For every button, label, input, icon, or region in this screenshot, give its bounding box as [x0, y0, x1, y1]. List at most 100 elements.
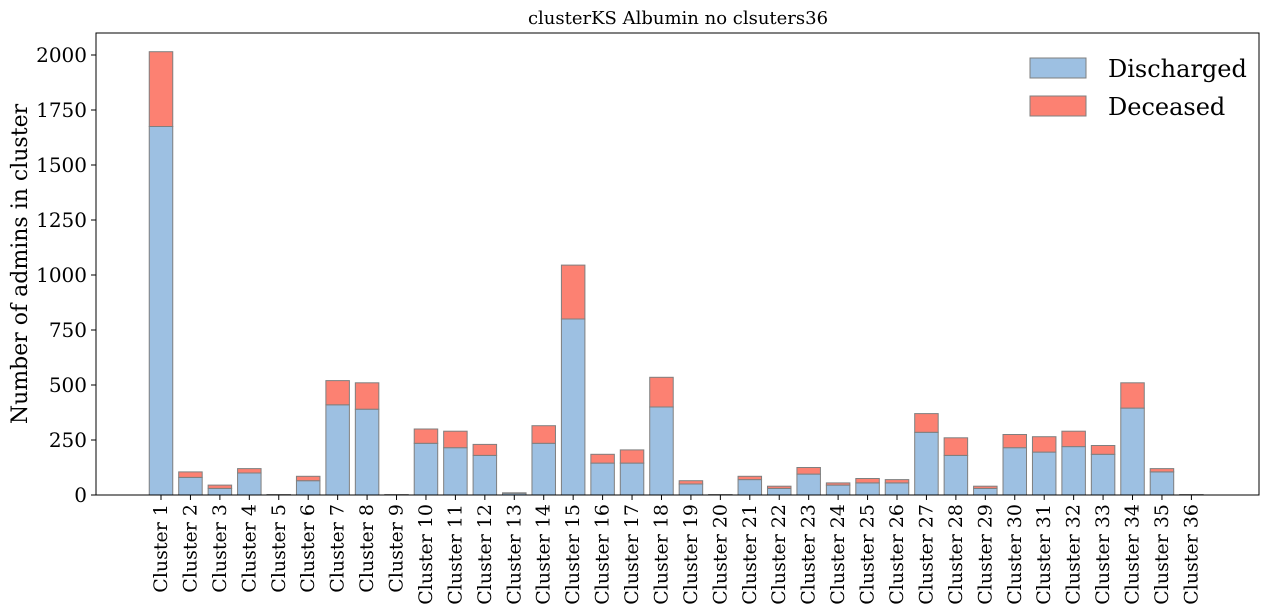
- bar-discharged-30: [1003, 448, 1027, 495]
- bar-discharged-33: [1091, 454, 1115, 495]
- x-tick-label: Cluster 12: [474, 504, 496, 605]
- x-tick-label: Cluster 29: [974, 504, 996, 605]
- x-axis: Cluster 1 Cluster 2 Cluster 3 Cluster 4 Clus…: [150, 495, 1202, 605]
- x-tick-label: Cluster 2: [179, 504, 201, 593]
- bar-deceased-24: [826, 483, 850, 485]
- bar-deceased-4: [238, 469, 262, 473]
- x-tick-label: Cluster 3: [209, 504, 231, 593]
- bar-discharged-29: [974, 488, 998, 495]
- bar-discharged-1: [149, 127, 173, 496]
- y-tick-label: 1500: [36, 153, 87, 177]
- x-tick-label: Cluster 8: [356, 504, 378, 593]
- bars-group: [149, 52, 1203, 495]
- bar-deceased-30: [1003, 435, 1027, 448]
- bar-deceased-25: [856, 479, 880, 483]
- bar-discharged-17: [620, 463, 644, 495]
- bar-discharged-10: [414, 443, 438, 495]
- x-tick-label: Cluster 10: [415, 504, 437, 605]
- bar-deceased-28: [944, 438, 968, 456]
- bar-discharged-12: [473, 455, 497, 495]
- x-tick-label: Cluster 25: [857, 504, 879, 605]
- x-tick-label: Cluster 4: [238, 504, 260, 593]
- bar-discharged-7: [326, 405, 350, 495]
- bar-discharged-31: [1032, 452, 1056, 495]
- bar-discharged-27: [915, 432, 939, 495]
- x-tick-label: Cluster 32: [1063, 504, 1085, 605]
- bar-discharged-8: [355, 409, 379, 495]
- y-axis-label: Number of admins in cluster: [8, 103, 33, 424]
- x-tick-label: Cluster 30: [1004, 504, 1026, 605]
- bar-deceased-11: [444, 431, 468, 448]
- bar-discharged-11: [444, 448, 468, 495]
- x-tick-label: Cluster 15: [562, 504, 584, 605]
- x-tick-label: Cluster 31: [1033, 504, 1055, 605]
- bar-deceased-8: [355, 383, 379, 409]
- x-tick-label: Cluster 13: [503, 504, 525, 605]
- bar-discharged-21: [738, 480, 762, 495]
- bar-deceased-34: [1121, 383, 1145, 408]
- bar-deceased-16: [591, 454, 615, 463]
- x-tick-label: Cluster 28: [945, 504, 967, 605]
- bar-discharged-19: [679, 484, 703, 495]
- bar-discharged-34: [1121, 408, 1145, 495]
- legend-swatch-deceased: [1030, 96, 1086, 116]
- y-tick-label: 500: [49, 373, 87, 397]
- bar-discharged-28: [944, 455, 968, 495]
- y-tick-label: 1000: [36, 263, 87, 287]
- bar-deceased-2: [179, 472, 203, 478]
- bar-deceased-10: [414, 429, 438, 443]
- bar-deceased-35: [1150, 469, 1174, 472]
- bar-deceased-18: [650, 377, 674, 407]
- chart-title: clusterKS Albumin no clsuters36: [528, 8, 828, 29]
- bar-deceased-31: [1032, 437, 1056, 452]
- bar-discharged-14: [532, 443, 556, 495]
- y-tick-label: 250: [49, 428, 87, 452]
- bar-discharged-26: [885, 483, 909, 495]
- x-tick-label: Cluster 36: [1180, 504, 1202, 605]
- bar-discharged-3: [208, 488, 232, 495]
- bar-deceased-22: [767, 486, 791, 488]
- y-tick-label: 2000: [36, 43, 87, 67]
- bar-discharged-23: [797, 474, 821, 495]
- bar-discharged-24: [826, 485, 850, 495]
- bar-discharged-35: [1150, 472, 1174, 495]
- x-tick-label: Cluster 21: [739, 504, 761, 605]
- bar-deceased-29: [974, 486, 998, 488]
- bar-discharged-4: [238, 473, 262, 495]
- bar-deceased-7: [326, 381, 350, 405]
- bar-discharged-16: [591, 463, 615, 495]
- bar-deceased-6: [296, 476, 320, 480]
- x-tick-label: Cluster 9: [386, 504, 408, 593]
- bar-deceased-14: [532, 426, 556, 444]
- bar-deceased-23: [797, 468, 821, 475]
- x-tick-label: Cluster 6: [297, 504, 319, 593]
- x-tick-label: Cluster 19: [680, 504, 702, 605]
- x-tick-label: Cluster 35: [1151, 504, 1173, 605]
- x-tick-label: Cluster 7: [327, 504, 349, 593]
- y-tick-label: 1750: [36, 98, 87, 122]
- y-tick-label: 1250: [36, 208, 87, 232]
- legend-swatch-discharged: [1030, 58, 1086, 78]
- bar-discharged-32: [1062, 447, 1086, 495]
- bar-deceased-19: [679, 481, 703, 484]
- x-tick-label: Cluster 23: [798, 504, 820, 605]
- bar-discharged-2: [179, 477, 203, 495]
- bar-deceased-3: [208, 485, 232, 488]
- x-tick-label: Cluster 14: [533, 504, 555, 605]
- bar-deceased-12: [473, 444, 497, 455]
- x-tick-label: Cluster 22: [768, 504, 790, 605]
- bar-discharged-18: [650, 407, 674, 495]
- x-tick-label: Cluster 16: [592, 504, 614, 605]
- bar-deceased-1: [149, 52, 173, 127]
- bar-deceased-27: [915, 414, 939, 433]
- x-tick-label: Cluster 11: [444, 504, 466, 605]
- bar-deceased-32: [1062, 431, 1086, 446]
- x-tick-label: Cluster 1: [150, 504, 172, 593]
- bar-deceased-15: [561, 265, 585, 319]
- bar-discharged-22: [767, 488, 791, 495]
- x-tick-label: Cluster 34: [1122, 504, 1144, 605]
- x-tick-label: Cluster 24: [827, 504, 849, 605]
